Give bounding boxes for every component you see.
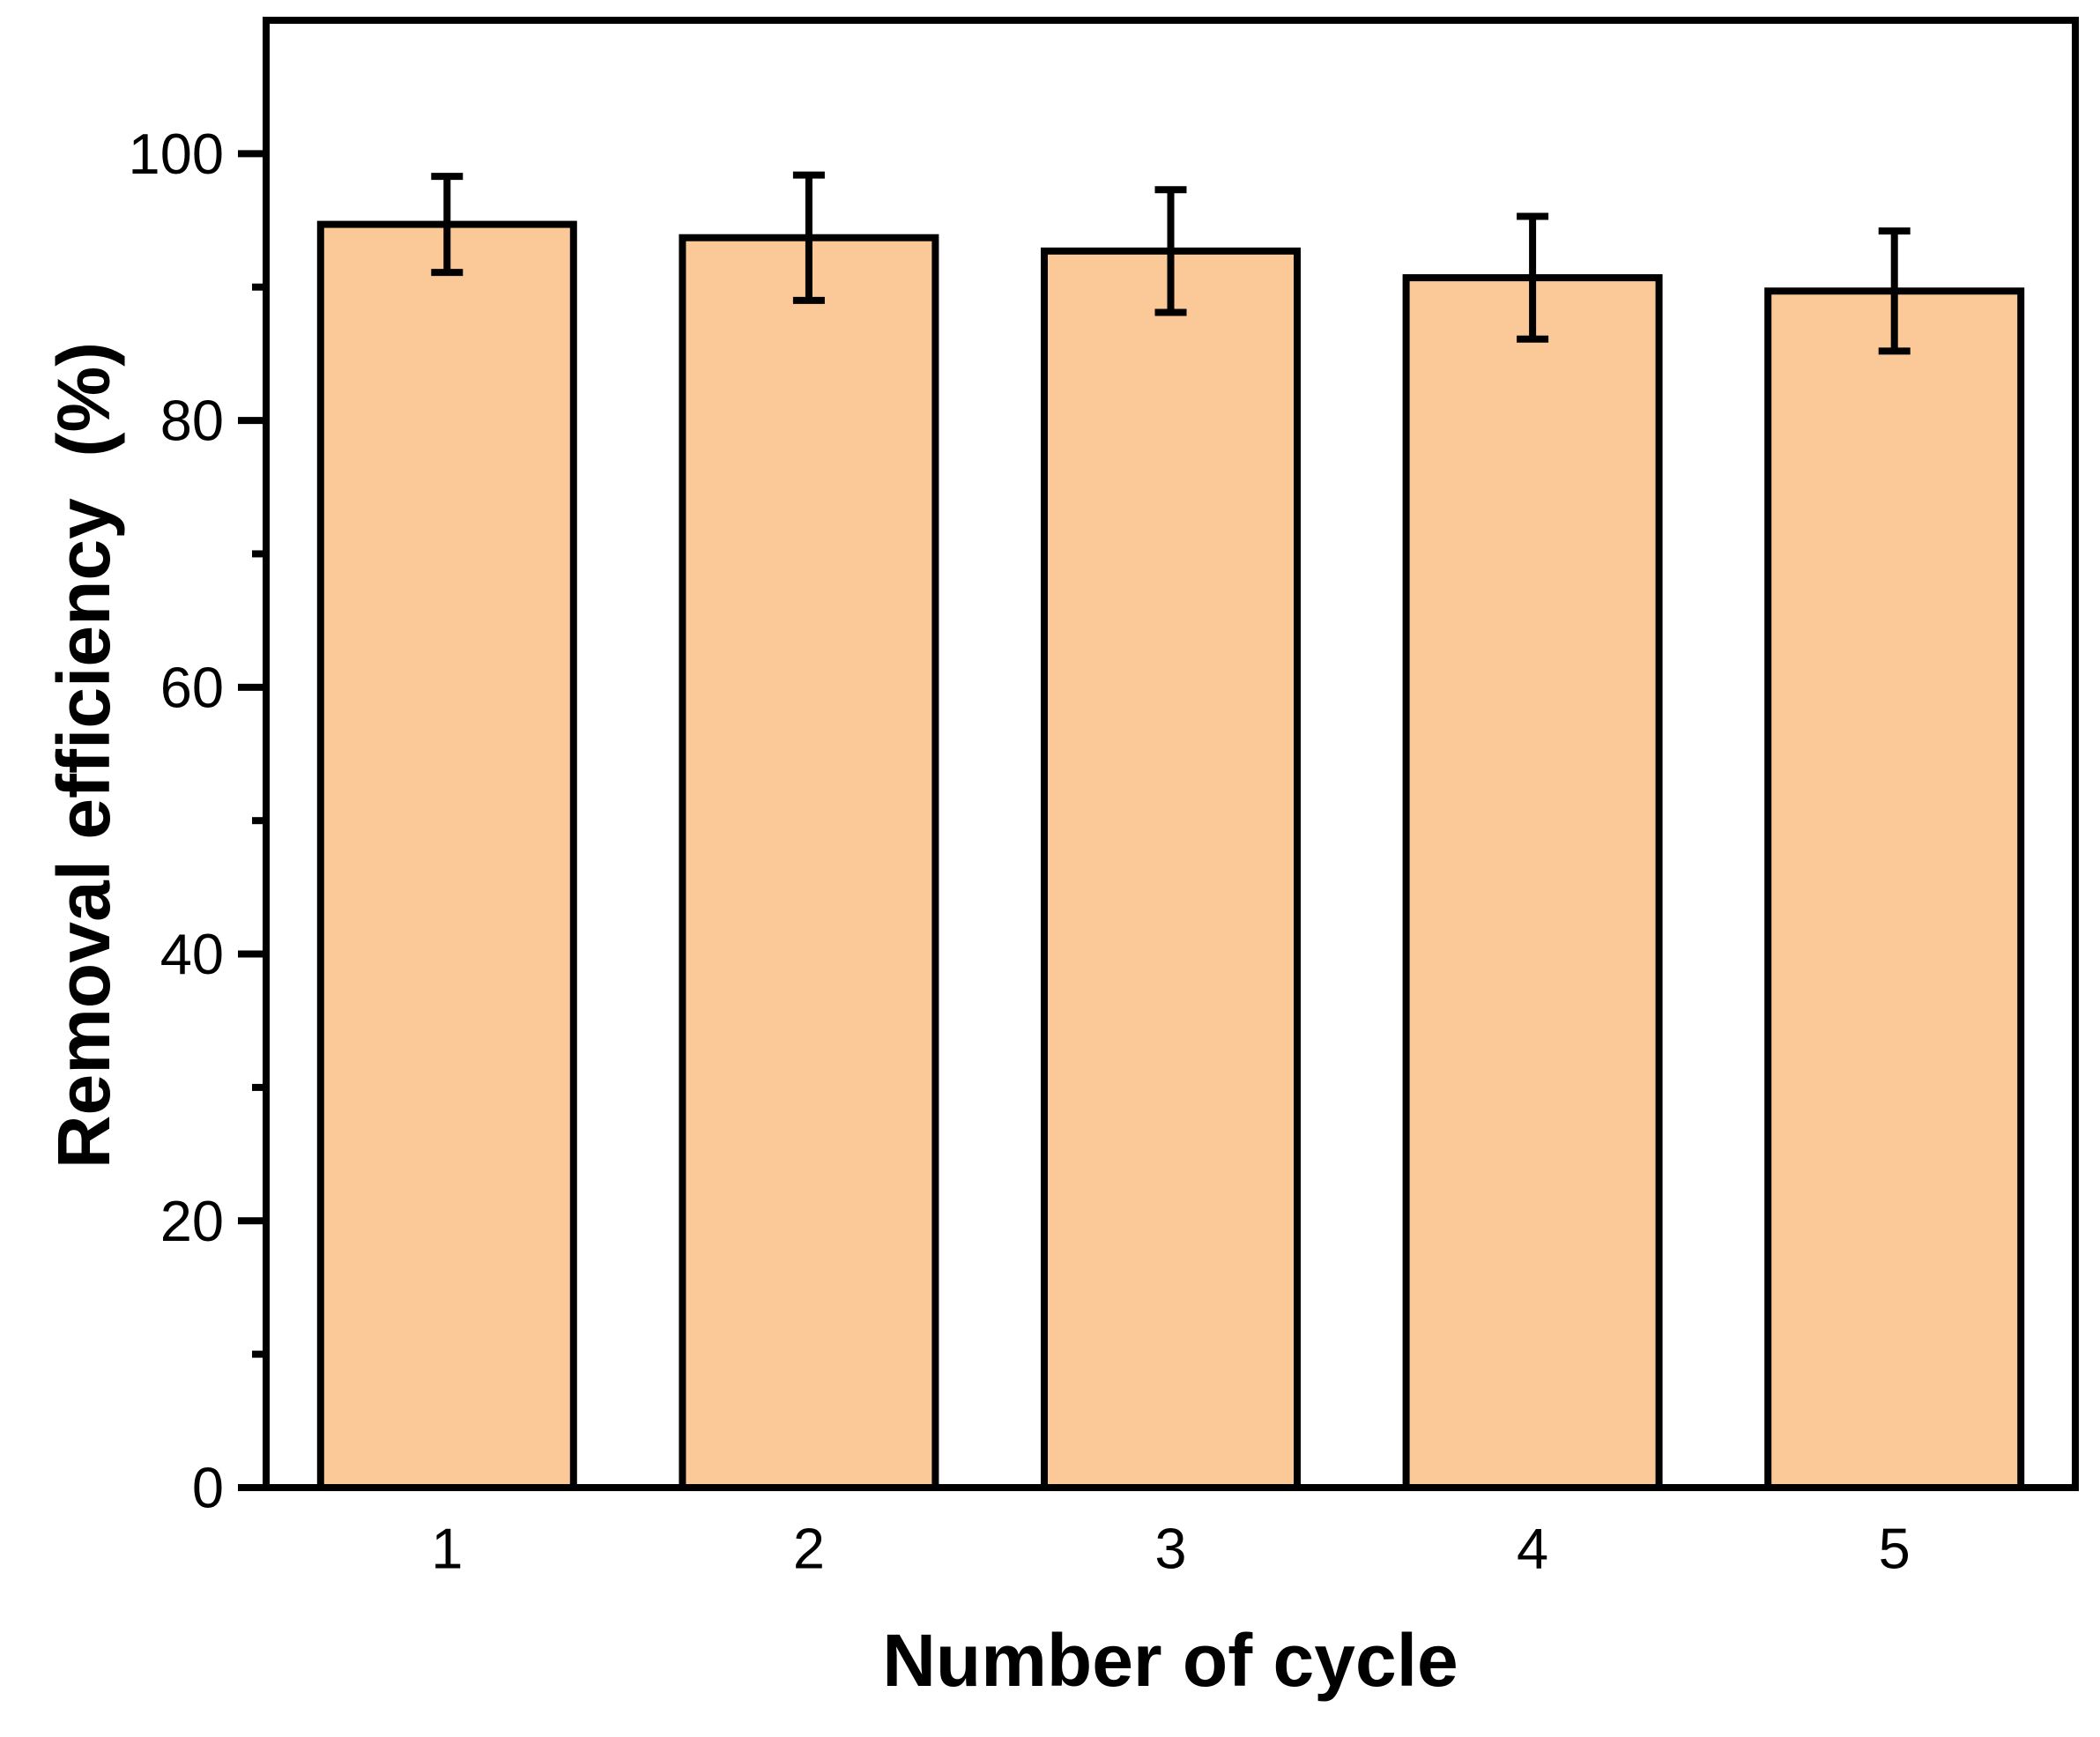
bar — [316, 220, 577, 1492]
x-tick-label: 4 — [1517, 1517, 1548, 1581]
x-tick-label: 5 — [1879, 1517, 1911, 1581]
x-tick-label: 1 — [431, 1517, 463, 1581]
x-tick-label: 2 — [793, 1517, 825, 1581]
plot-area: 0 20 40 60 80 100 1 2 3 4 5 — [129, 17, 2079, 1581]
x-tick-label: 3 — [1154, 1517, 1186, 1581]
y-tick-label: 100 — [129, 122, 224, 186]
bar — [1764, 287, 2025, 1491]
x-axis-title: Number of cycle — [882, 1619, 1458, 1702]
y-tick-label: 20 — [160, 1189, 224, 1253]
y-tick-label: 80 — [160, 389, 224, 453]
y-axis-title: Removal efficiency (%) — [42, 342, 125, 1169]
bar — [1402, 274, 1663, 1491]
bar — [1041, 247, 1301, 1491]
bar — [679, 234, 939, 1491]
y-tick-label: 40 — [160, 922, 224, 986]
plot-frame — [263, 17, 2079, 1491]
y-tick-label: 60 — [160, 655, 224, 719]
y-tick-label: 0 — [192, 1456, 224, 1520]
